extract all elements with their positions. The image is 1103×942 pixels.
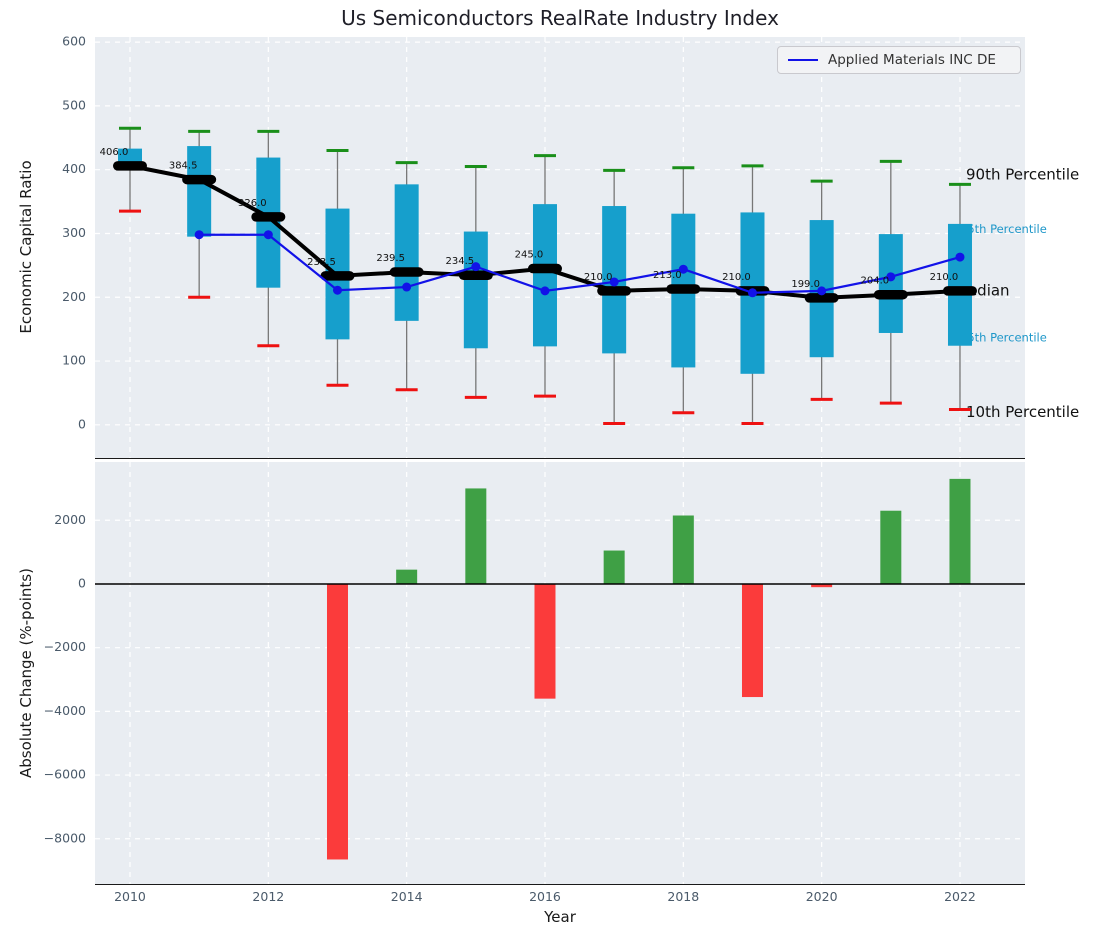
- legend-label: Applied Materials INC DE: [828, 52, 996, 68]
- bottom-y-tick-label: 0: [78, 575, 86, 590]
- x-tick-label: 2012: [252, 889, 284, 904]
- x-tick-label: 2022: [944, 889, 976, 904]
- x-tick-label: 2018: [667, 889, 699, 904]
- bottom-y-tick-label: −4000: [44, 703, 86, 718]
- x-tick-label: 2016: [529, 889, 561, 904]
- legend: Applied Materials INC DE: [777, 46, 1021, 74]
- bottom-y-tick-label: −8000: [44, 830, 86, 845]
- top-y-tick-label: 100: [62, 353, 86, 368]
- legend-line-sample: [788, 59, 818, 61]
- top-y-axis-label: Economic Capital Ratio: [17, 160, 35, 334]
- bottom-y-axis-label: Absolute Change (%-points): [17, 568, 35, 778]
- chart-title: Us Semiconductors RealRate Industry Inde…: [341, 6, 779, 30]
- top-y-tick-label: 500: [62, 97, 86, 112]
- bottom-y-tick-label: −6000: [44, 767, 86, 782]
- bottom-plot-area: [95, 462, 1025, 885]
- bottom-y-tick-label: 2000: [54, 512, 86, 527]
- top-plot-area: [95, 37, 1025, 459]
- x-tick-label: 2010: [114, 889, 146, 904]
- bottom-y-tick-label: −2000: [44, 639, 86, 654]
- top-y-tick-label: 400: [62, 161, 86, 176]
- x-tick-label: 2020: [806, 889, 838, 904]
- x-tick-label: 2014: [391, 889, 423, 904]
- top-y-tick-label: 300: [62, 225, 86, 240]
- top-y-tick-label: 200: [62, 289, 86, 304]
- x-axis-label: Year: [544, 908, 576, 926]
- top-y-tick-label: 0: [78, 416, 86, 431]
- top-y-tick-label: 600: [62, 34, 86, 49]
